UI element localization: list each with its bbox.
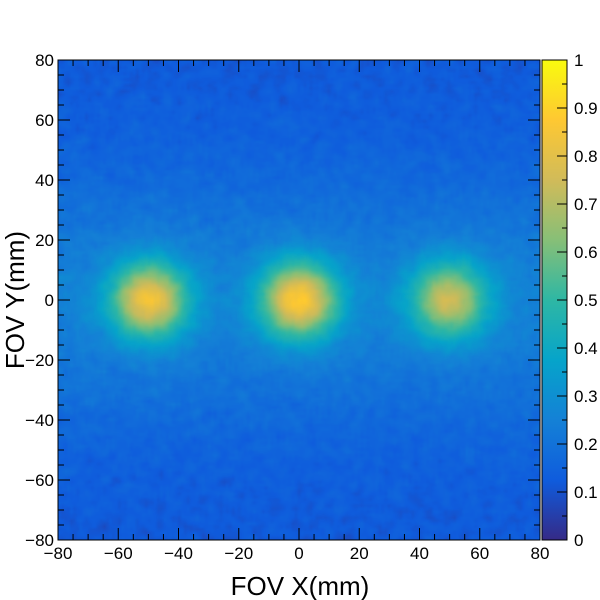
y-tick-label: −40 xyxy=(25,411,54,430)
y-tick-label: 40 xyxy=(35,171,54,190)
colorbar-tick-label: 0.2 xyxy=(574,435,598,454)
colorbar-ticks: 0 0.1 0.2 0.3 0.4 0.5 0.6 0.7 0.8 0.9 1 xyxy=(557,51,598,550)
y-tick-label: 80 xyxy=(35,51,54,70)
colorbar-tick-label: 0.4 xyxy=(574,339,598,358)
colorbar-tick-label: 0.9 xyxy=(574,99,598,118)
x-tick-label: −20 xyxy=(224,544,253,563)
y-tick-label: −60 xyxy=(25,471,54,490)
y-tick-label: 60 xyxy=(35,111,54,130)
x-tick-label: 0 xyxy=(294,544,303,563)
colorbar-tick-label: 0.1 xyxy=(574,483,598,502)
x-axis-ticks: −80 −60 −40 −20 0 20 40 60 80 xyxy=(44,60,550,563)
x-axis-title: FOV X(mm) xyxy=(231,571,370,600)
x-tick-label: −60 xyxy=(104,544,133,563)
x-tick-label: −80 xyxy=(44,544,73,563)
colorbar-tick-label: 0.8 xyxy=(574,147,598,166)
colorbar-tick-label: 0 xyxy=(574,531,583,550)
heatmap-image xyxy=(58,60,540,540)
x-tick-label: 20 xyxy=(350,544,369,563)
colorbar-tick-label: 1 xyxy=(574,51,583,70)
x-tick-label: 80 xyxy=(531,544,550,563)
y-tick-label: 0 xyxy=(45,291,54,310)
y-axis-ticks: −80 −60 −40 −20 0 20 40 60 80 xyxy=(25,51,540,550)
x-tick-label: 60 xyxy=(470,544,489,563)
y-tick-label: −80 xyxy=(25,531,54,550)
x-tick-label: 40 xyxy=(410,544,429,563)
y-tick-label: 20 xyxy=(35,231,54,250)
colorbar-tick-label: 0.3 xyxy=(574,387,598,406)
colorbar-tick-label: 0.6 xyxy=(574,243,598,262)
colorbar-tick-label: 0.7 xyxy=(574,195,598,214)
y-tick-label: −20 xyxy=(25,351,54,370)
y-axis-title: FOV Y(mm) xyxy=(0,231,30,369)
x-tick-label: −40 xyxy=(164,544,193,563)
colorbar-tick-label: 0.5 xyxy=(574,291,598,310)
